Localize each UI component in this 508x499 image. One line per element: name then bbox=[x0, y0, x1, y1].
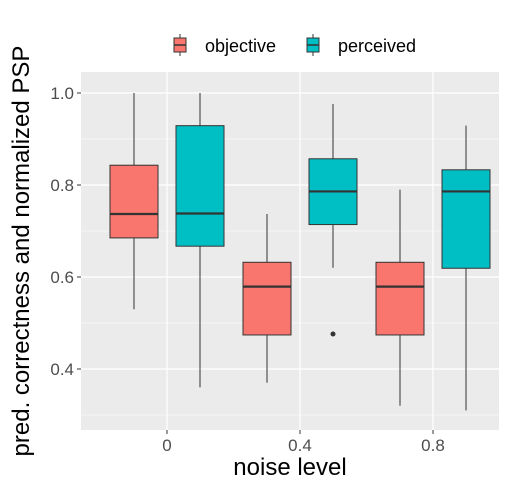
axes: 0.4 0.6 0.8 1.0 0 0.4 0.8 bbox=[50, 84, 444, 455]
y-tick-label: 0.4 bbox=[50, 360, 74, 379]
outlier-point bbox=[330, 331, 336, 337]
legend-item-perceived: perceived bbox=[306, 34, 416, 56]
box-iqr bbox=[242, 261, 292, 336]
box-iqr bbox=[175, 125, 225, 247]
y-tick-label: 0.6 bbox=[50, 268, 74, 287]
x-axis-title: noise level bbox=[233, 454, 346, 481]
box-iqr bbox=[109, 164, 159, 239]
y-axis-title: pred. correctness and normalized PSP bbox=[8, 46, 35, 457]
box-group bbox=[109, 93, 491, 411]
box-perceived-0.8 bbox=[441, 125, 491, 411]
x-tick-label: 0.4 bbox=[288, 436, 312, 455]
box-iqr bbox=[375, 261, 425, 336]
box-perceived-0.4 bbox=[308, 104, 358, 337]
x-tick-label: 0 bbox=[162, 436, 171, 455]
box-iqr bbox=[441, 169, 491, 269]
legend-label: objective bbox=[205, 36, 276, 56]
x-tick-label: 0.8 bbox=[421, 436, 445, 455]
legend-label: perceived bbox=[338, 36, 416, 56]
box-perceived-0 bbox=[175, 93, 225, 388]
box-objective-0 bbox=[109, 93, 159, 310]
legend-item-objective: objective bbox=[173, 34, 276, 56]
panel-background bbox=[81, 72, 499, 430]
box-objective-0.8 bbox=[375, 189, 425, 406]
y-tick-label: 1.0 bbox=[50, 84, 74, 103]
legend: objective perceived bbox=[173, 34, 416, 56]
box-objective-0.4 bbox=[242, 213, 292, 383]
y-tick-label: 0.8 bbox=[50, 176, 74, 195]
